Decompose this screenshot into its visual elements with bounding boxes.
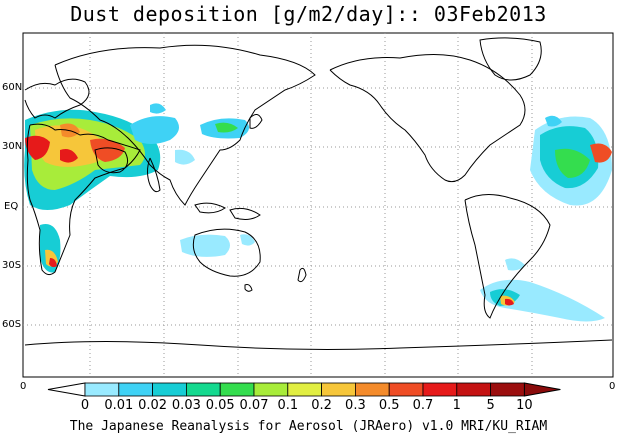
map-title: Dust deposition [g/m2/day]:: 03Feb2013 <box>70 2 547 26</box>
colorbar-cell <box>219 382 255 397</box>
colorbar-tick-label: 0 <box>80 398 90 413</box>
colorbar-tick-label: 10 <box>516 398 533 413</box>
right-edge-label: 0 <box>609 381 616 392</box>
colorbar-tick-label: 0.1 <box>277 398 299 413</box>
lat-label-60s: 60S <box>2 319 22 330</box>
colorbar-tick-label: 0.05 <box>205 398 235 413</box>
colorbar-left-arrow <box>47 382 86 397</box>
graticule <box>23 33 613 377</box>
coastlines <box>24 37 613 350</box>
colorbar-cell <box>354 382 390 397</box>
colorbar-cell <box>118 382 154 397</box>
colorbar-cell <box>253 382 289 397</box>
colorbar-cell <box>456 382 491 397</box>
colorbar-right-arrow <box>523 382 561 397</box>
left-edge-label: 0 <box>20 381 27 392</box>
lat-label-30s: 30S <box>2 260 22 271</box>
colorbar-tick-label: 0.7 <box>412 398 434 413</box>
colorbar-cell <box>321 382 356 397</box>
colorbar-tick-label: 0.01 <box>104 398 134 413</box>
colorbar-cell <box>152 382 187 397</box>
colorbar-tick-label: 0.5 <box>378 398 400 413</box>
colorbar-cell <box>287 382 322 397</box>
colorbar-cell <box>422 382 458 397</box>
colorbar-tick-label: 0.02 <box>138 398 168 413</box>
colorbar-tick-label: 5 <box>486 398 495 413</box>
colorbar-cell <box>388 382 424 397</box>
colorbar-tick-label: 0.3 <box>345 398 366 413</box>
colorbar-cell <box>490 382 525 397</box>
credit-line: The Japanese Reanalysis for Aerosol (JRA… <box>69 419 548 434</box>
lat-label-30n: 30N <box>2 141 23 152</box>
dust-deposition-field <box>24 103 612 322</box>
colorbar-tick-label: 0.2 <box>311 398 332 413</box>
colorbar-tick-label: 0.07 <box>239 398 269 413</box>
map-frame <box>22 32 614 378</box>
colorbar-tick-label: 0.03 <box>171 398 201 413</box>
lat-label-60n: 60N <box>2 82 23 93</box>
colorbar-cell <box>84 382 120 397</box>
lat-label-eq: EQ <box>4 201 19 212</box>
colorbar-cell <box>185 382 221 397</box>
colorbar-tick-label: 1 <box>452 398 461 413</box>
